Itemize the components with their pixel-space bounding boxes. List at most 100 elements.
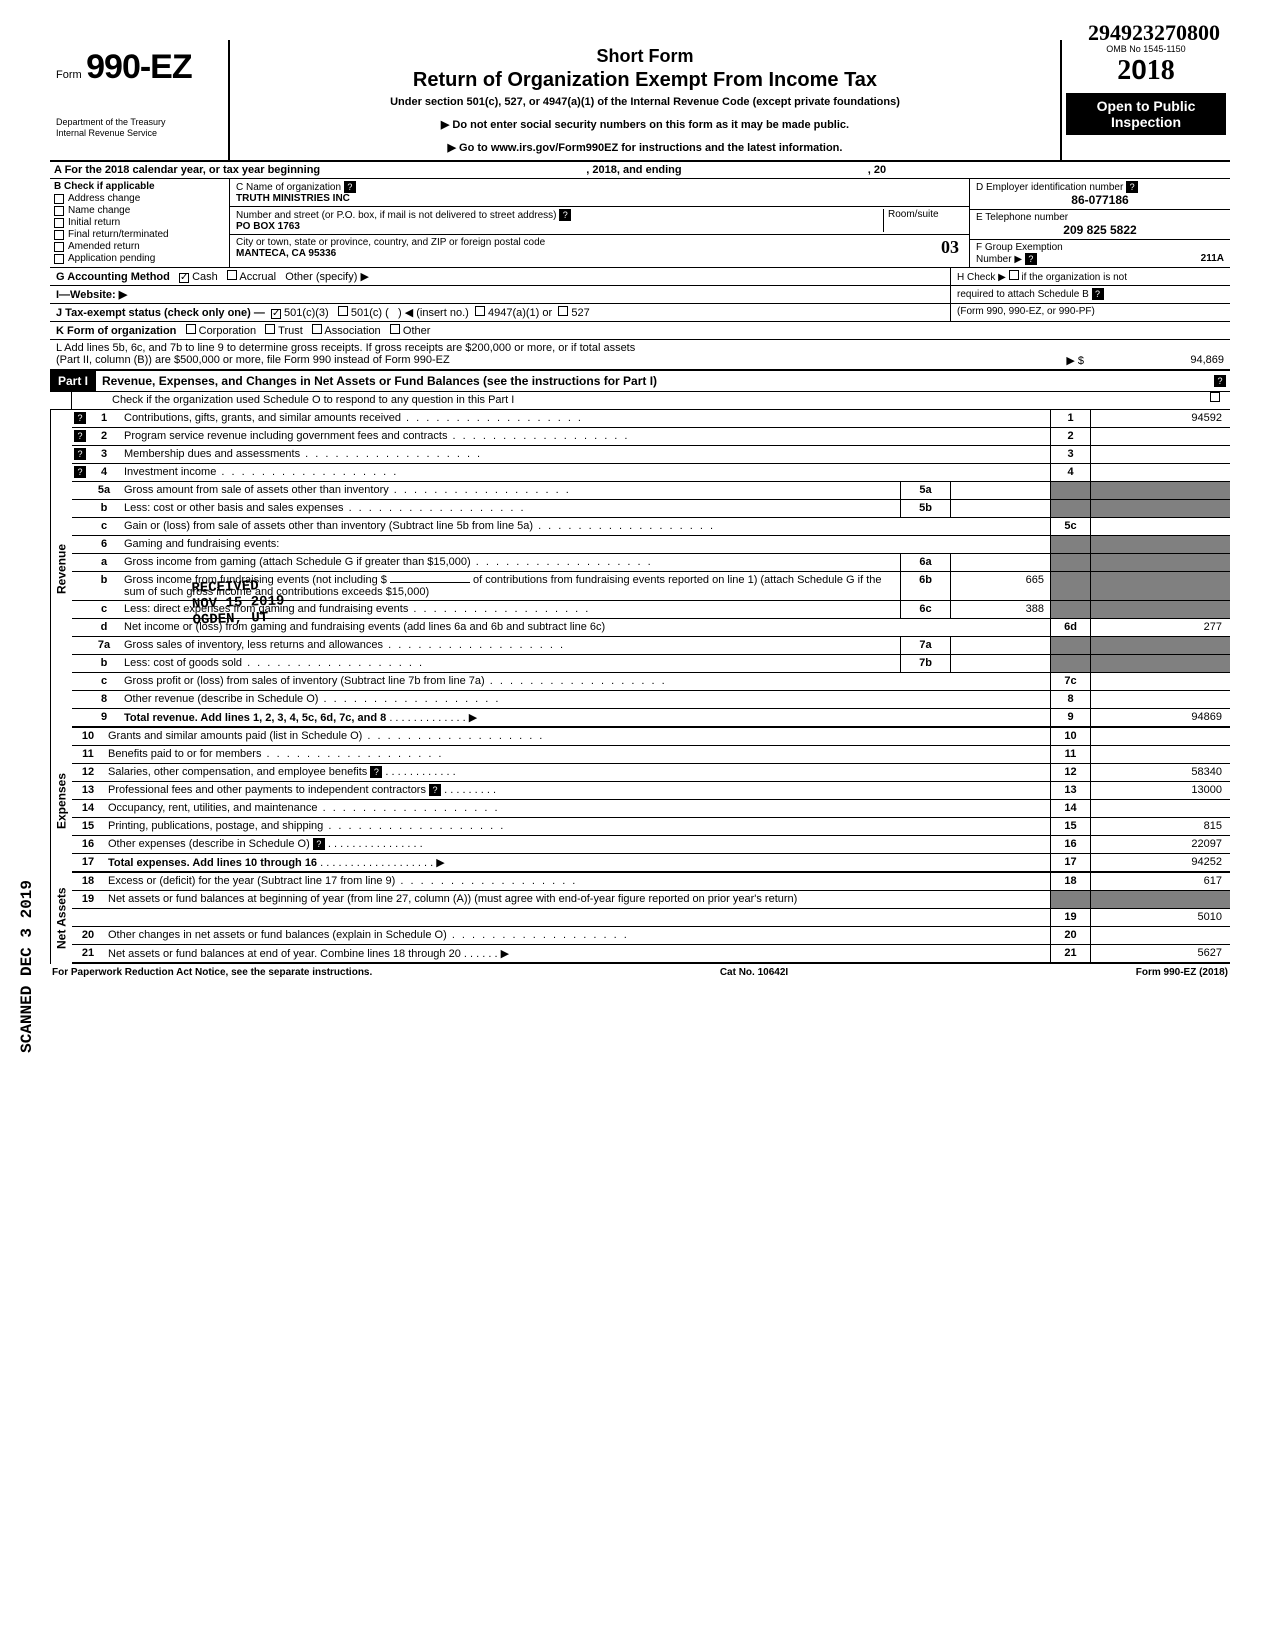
chk-address[interactable] <box>54 194 64 204</box>
ln12-num: 12 <box>72 764 104 781</box>
ln15-num: 15 <box>72 818 104 835</box>
ln13-desc: Professional fees and other payments to … <box>104 782 1050 799</box>
opt-name: Name change <box>68 205 130 216</box>
opt-501c3: 501(c)(3) <box>284 307 329 319</box>
help-icon[interactable]: ? <box>313 838 325 850</box>
chk-name[interactable] <box>54 206 64 216</box>
chk-accrual[interactable] <box>227 270 237 280</box>
help-icon[interactable]: ? <box>74 430 86 442</box>
dept-irs: Internal Revenue Service <box>56 128 222 139</box>
ln15-val: 815 <box>1090 818 1230 835</box>
ln9-num: 9 <box>88 709 120 726</box>
ln6b-sn: 6b <box>900 572 950 600</box>
help-icon[interactable]: ? <box>1214 375 1226 387</box>
chk-initial[interactable] <box>54 218 64 228</box>
shaded <box>1050 655 1090 672</box>
header-left: Form 990-EZ Department of the Treasury I… <box>50 40 230 160</box>
ln19b-desc <box>104 909 1050 926</box>
ln14-rnum: 14 <box>1050 800 1090 817</box>
help-icon[interactable]: ? <box>74 466 86 478</box>
opt-other-specify: Other (specify) ▶ <box>285 271 369 283</box>
ln16-rnum: 16 <box>1050 836 1090 853</box>
help-icon[interactable]: ? <box>1126 181 1138 193</box>
h-text2: required to attach Schedule B <box>957 289 1089 300</box>
ln5a-desc: Gross amount from sale of assets other t… <box>120 482 900 499</box>
chk-amended[interactable] <box>54 242 64 252</box>
ln7c-val <box>1090 673 1230 690</box>
ln13-num: 13 <box>72 782 104 799</box>
ln7b-sn: 7b <box>900 655 950 672</box>
subtitle: Under section 501(c), 527, or 4947(a)(1)… <box>238 96 1052 108</box>
ln6-num: 6 <box>88 536 120 553</box>
ln19-val: 5010 <box>1090 909 1230 926</box>
col-c: C Name of organization ? TRUTH MINISTRIE… <box>230 179 970 267</box>
shaded <box>1050 891 1090 908</box>
org-name: TRUTH MINISTRIES INC <box>236 193 350 204</box>
open-public-1: Open to Public <box>1071 98 1221 114</box>
chk-501c3[interactable] <box>271 309 281 319</box>
chk-schedule-o[interactable] <box>1210 392 1220 402</box>
footer-right: Form 990-EZ (2018) <box>1136 967 1228 978</box>
help-icon[interactable]: ? <box>370 766 382 778</box>
ln10-rnum: 10 <box>1050 728 1090 745</box>
row-a-calendar-year: A For the 2018 calendar year, or tax yea… <box>50 162 1230 179</box>
help-icon[interactable]: ? <box>74 448 86 460</box>
ln20-desc: Other changes in net assets or fund bala… <box>104 927 1050 944</box>
help-icon[interactable]: ? <box>344 181 356 193</box>
chk-other[interactable] <box>390 324 400 334</box>
row-a-pre: A For the 2018 calendar year, or tax yea… <box>54 164 320 176</box>
chk-assoc[interactable] <box>312 324 322 334</box>
ln12-val: 58340 <box>1090 764 1230 781</box>
opt-501c-b: ) ◀ (insert no.) <box>398 307 469 319</box>
help-icon[interactable]: ? <box>1025 253 1037 265</box>
side-revenue: Revenue <box>50 410 72 728</box>
ln7b-desc: Less: cost of goods sold <box>120 655 900 672</box>
opt-accrual: Accrual <box>239 271 276 283</box>
ln6b-sv: 665 <box>950 572 1050 600</box>
ln3-desc: Membership dues and assessments <box>120 446 1050 463</box>
ln14-desc: Occupancy, rent, utilities, and maintena… <box>104 800 1050 817</box>
chk-501c[interactable] <box>338 306 348 316</box>
shaded <box>1050 601 1090 618</box>
ln5c-val <box>1090 518 1230 535</box>
col-def: D Employer identification number ? 86-07… <box>970 179 1230 267</box>
short-form-label: Short Form <box>238 46 1052 67</box>
chk-final[interactable] <box>54 230 64 240</box>
ln20-num: 20 <box>72 927 104 944</box>
h-label: H Check ▶ <box>957 272 1006 283</box>
ln19-rnum: 19 <box>1050 909 1090 926</box>
chk-corp[interactable] <box>186 324 196 334</box>
help-icon[interactable]: ? <box>429 784 441 796</box>
ln11-val <box>1090 746 1230 763</box>
chk-cash[interactable] <box>179 273 189 283</box>
ln9-desc: Total revenue. Add lines 1, 2, 3, 4, 5c,… <box>120 709 1050 726</box>
l-text2: (Part II, column (B)) are $500,000 or mo… <box>56 354 450 367</box>
ln21-num: 21 <box>72 945 104 962</box>
chk-trust[interactable] <box>265 324 275 334</box>
opt-address: Address change <box>68 193 140 204</box>
ln14-val <box>1090 800 1230 817</box>
form-label: Form <box>56 69 82 81</box>
chk-4947[interactable] <box>475 306 485 316</box>
help-icon[interactable]: ? <box>74 412 86 424</box>
ln15-desc: Printing, publications, postage, and shi… <box>104 818 1050 835</box>
help-icon[interactable]: ? <box>559 209 571 221</box>
ln12-rnum: 12 <box>1050 764 1090 781</box>
shaded <box>1090 500 1230 517</box>
footer-left: For Paperwork Reduction Act Notice, see … <box>52 967 372 978</box>
scanned-stamp: SCANNED DEC 3 2019 <box>18 880 36 1053</box>
ln5a-sv <box>950 482 1050 499</box>
ln13-rnum: 13 <box>1050 782 1090 799</box>
header-right: OMB No 1545-1150 2018 Open to Public Ins… <box>1060 40 1230 160</box>
help-icon[interactable]: ? <box>1092 288 1104 300</box>
g-label: G Accounting Method <box>56 271 170 283</box>
shaded <box>1090 655 1230 672</box>
ln8-num: 8 <box>88 691 120 708</box>
ln2-desc: Program service revenue including govern… <box>120 428 1050 445</box>
ln7a-desc: Gross sales of inventory, less returns a… <box>120 637 900 654</box>
chk-pending[interactable] <box>54 254 64 264</box>
chk-schedule-b[interactable] <box>1009 270 1019 280</box>
ln6a-sn: 6a <box>900 554 950 571</box>
chk-527[interactable] <box>558 306 568 316</box>
opt-amended: Amended return <box>68 241 140 252</box>
